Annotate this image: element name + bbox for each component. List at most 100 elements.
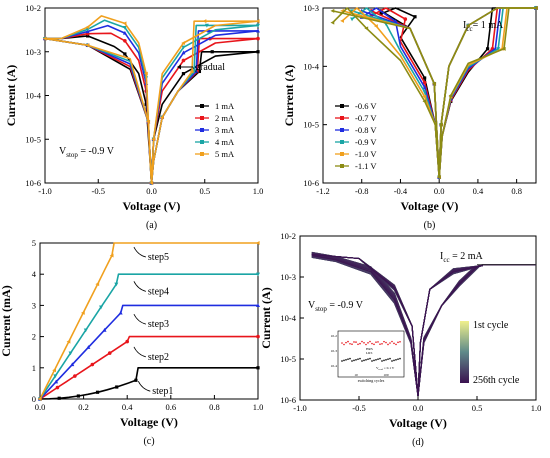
series-b-return-5-point	[533, 6, 538, 10]
x-tick-label: 0.2	[78, 402, 89, 412]
x-tick-label: -0.8	[355, 186, 368, 196]
inset-hrs-point	[381, 360, 383, 362]
y-axis-label: Current (A)	[4, 65, 18, 126]
series-a-return-4-point	[181, 41, 186, 46]
inset-hrs-point	[379, 357, 381, 360]
panel-b: -1.2 -0.8 -0.4 0.0 0.4 0.8 10-6 10-5 10-4 10-3 Vol…	[282, 3, 538, 231]
inset-lrs-point	[351, 343, 353, 345]
series-b-0-point	[423, 76, 427, 80]
series-b-2-point	[422, 85, 427, 89]
colorbar-bottom-label: 256th cycle	[473, 375, 520, 386]
inset-lrs-point	[347, 340, 349, 343]
legend-marker	[200, 104, 204, 108]
y-tick-label: 10-6	[303, 178, 319, 188]
series-b-return-5-point	[330, 8, 335, 13]
series-b-3-point	[496, 47, 501, 52]
series-b-5-point	[422, 99, 427, 104]
vstop-annotation: Vstop = -0.9 V	[59, 146, 115, 159]
inset-lrs-point	[355, 341, 357, 343]
inset-lrs-point	[399, 340, 401, 343]
step-label: step3	[148, 319, 169, 330]
y-tick-label: 10-5	[25, 134, 41, 144]
legend-marker	[340, 116, 344, 120]
legend-label: 4 mA	[215, 137, 235, 147]
x-tick-label: -1.0	[38, 186, 51, 196]
series-b-return-3-point	[350, 9, 355, 14]
x-tick-label: 0.6	[165, 402, 176, 412]
inset-frame	[337, 330, 405, 378]
series-a-4-point	[42, 36, 47, 41]
inset-note-sub: read	[379, 368, 384, 371]
inset-y-tick: 10-3	[331, 349, 338, 353]
inset-hrs-point	[387, 358, 389, 360]
y-tick-label: 10-5	[303, 120, 319, 130]
x-tick-label: 1.0	[253, 402, 264, 412]
inset-lrs-point	[379, 343, 381, 345]
series-c-2-point	[54, 379, 59, 384]
legend-label: 2 mA	[215, 113, 235, 123]
vstop-v: V	[59, 146, 67, 157]
series-b-0-point	[413, 15, 417, 19]
inset-lrs-point	[391, 340, 393, 343]
inset-hrs-point	[383, 359, 385, 362]
vstop-val: = -0.9 V	[327, 300, 364, 311]
series-b-return-3	[351, 7, 536, 178]
series-a-return-2-point	[181, 50, 186, 55]
x-tick-label: 0.0	[413, 403, 424, 413]
inset-hrs-point	[365, 359, 367, 361]
inset-hrs-point	[359, 357, 361, 360]
series-c-4-point	[80, 310, 85, 315]
series-c-1-point	[125, 339, 129, 344]
icc-sub: cc	[443, 256, 449, 264]
step-arrow	[137, 381, 151, 392]
step-arrow	[133, 246, 147, 258]
vstop-v: V	[308, 300, 316, 311]
x-tick-label: -1.0	[293, 403, 306, 413]
x-tick-label: -1.2	[316, 186, 329, 196]
vstop-sub: stop	[315, 305, 327, 313]
series-a-return-0-point	[181, 72, 186, 76]
series-c-0	[39, 367, 258, 400]
y-tick-label: 10-2	[280, 231, 296, 241]
series-c-1-point	[256, 334, 260, 339]
inset-x-tick: 10	[354, 373, 358, 377]
y-axis-label: Current (A)	[259, 287, 273, 348]
y-tick-label: 5	[32, 238, 36, 248]
x-axis-label: Voltage (V)	[123, 199, 181, 213]
series-b-1-point	[422, 80, 427, 85]
inset-lrs-point	[341, 342, 343, 344]
y-tick-label: 0	[32, 394, 36, 404]
legend-label: -0.6 V	[355, 101, 377, 111]
inset-lrs-point	[343, 343, 345, 346]
inset-hrs-point	[347, 358, 349, 360]
series-b-5-point	[330, 20, 335, 25]
legend-label: -0.8 V	[355, 125, 377, 135]
inset-lrs-point	[395, 343, 397, 346]
y-axis-label: Current (A)	[282, 65, 296, 126]
inset-lrs-point	[359, 342, 361, 345]
inset-lrs-point	[363, 341, 365, 344]
icc-i: I	[463, 20, 466, 31]
inset-hrs-point	[345, 359, 347, 361]
x-tick-label: 0.5	[199, 186, 210, 196]
legend-marker	[340, 128, 344, 132]
series-a-return-3-point	[181, 45, 186, 50]
series-b-5-point	[364, 26, 369, 31]
inset-lrs-point	[383, 340, 385, 343]
inset-hrs-point	[393, 359, 395, 362]
series-b-5-point	[448, 93, 453, 98]
x-tick-label: -0.5	[92, 186, 105, 196]
series-b-3-point	[350, 17, 355, 22]
y-tick-label: 10-3	[25, 47, 41, 57]
inset-lrs-point	[361, 340, 363, 343]
inset-hrs-point	[357, 358, 359, 360]
inset-hrs-point	[373, 359, 375, 362]
x-axis-label: Voltage (V)	[120, 415, 178, 429]
icc-i: I	[440, 251, 443, 262]
series-c-2-point	[102, 327, 107, 332]
series-b-return-0	[380, 7, 536, 178]
x-axis-label: Voltage (V)	[401, 199, 459, 213]
inset-hrs-point	[361, 360, 363, 362]
series-a-return-4-point	[255, 19, 260, 24]
inset-lrs-point	[373, 343, 375, 346]
